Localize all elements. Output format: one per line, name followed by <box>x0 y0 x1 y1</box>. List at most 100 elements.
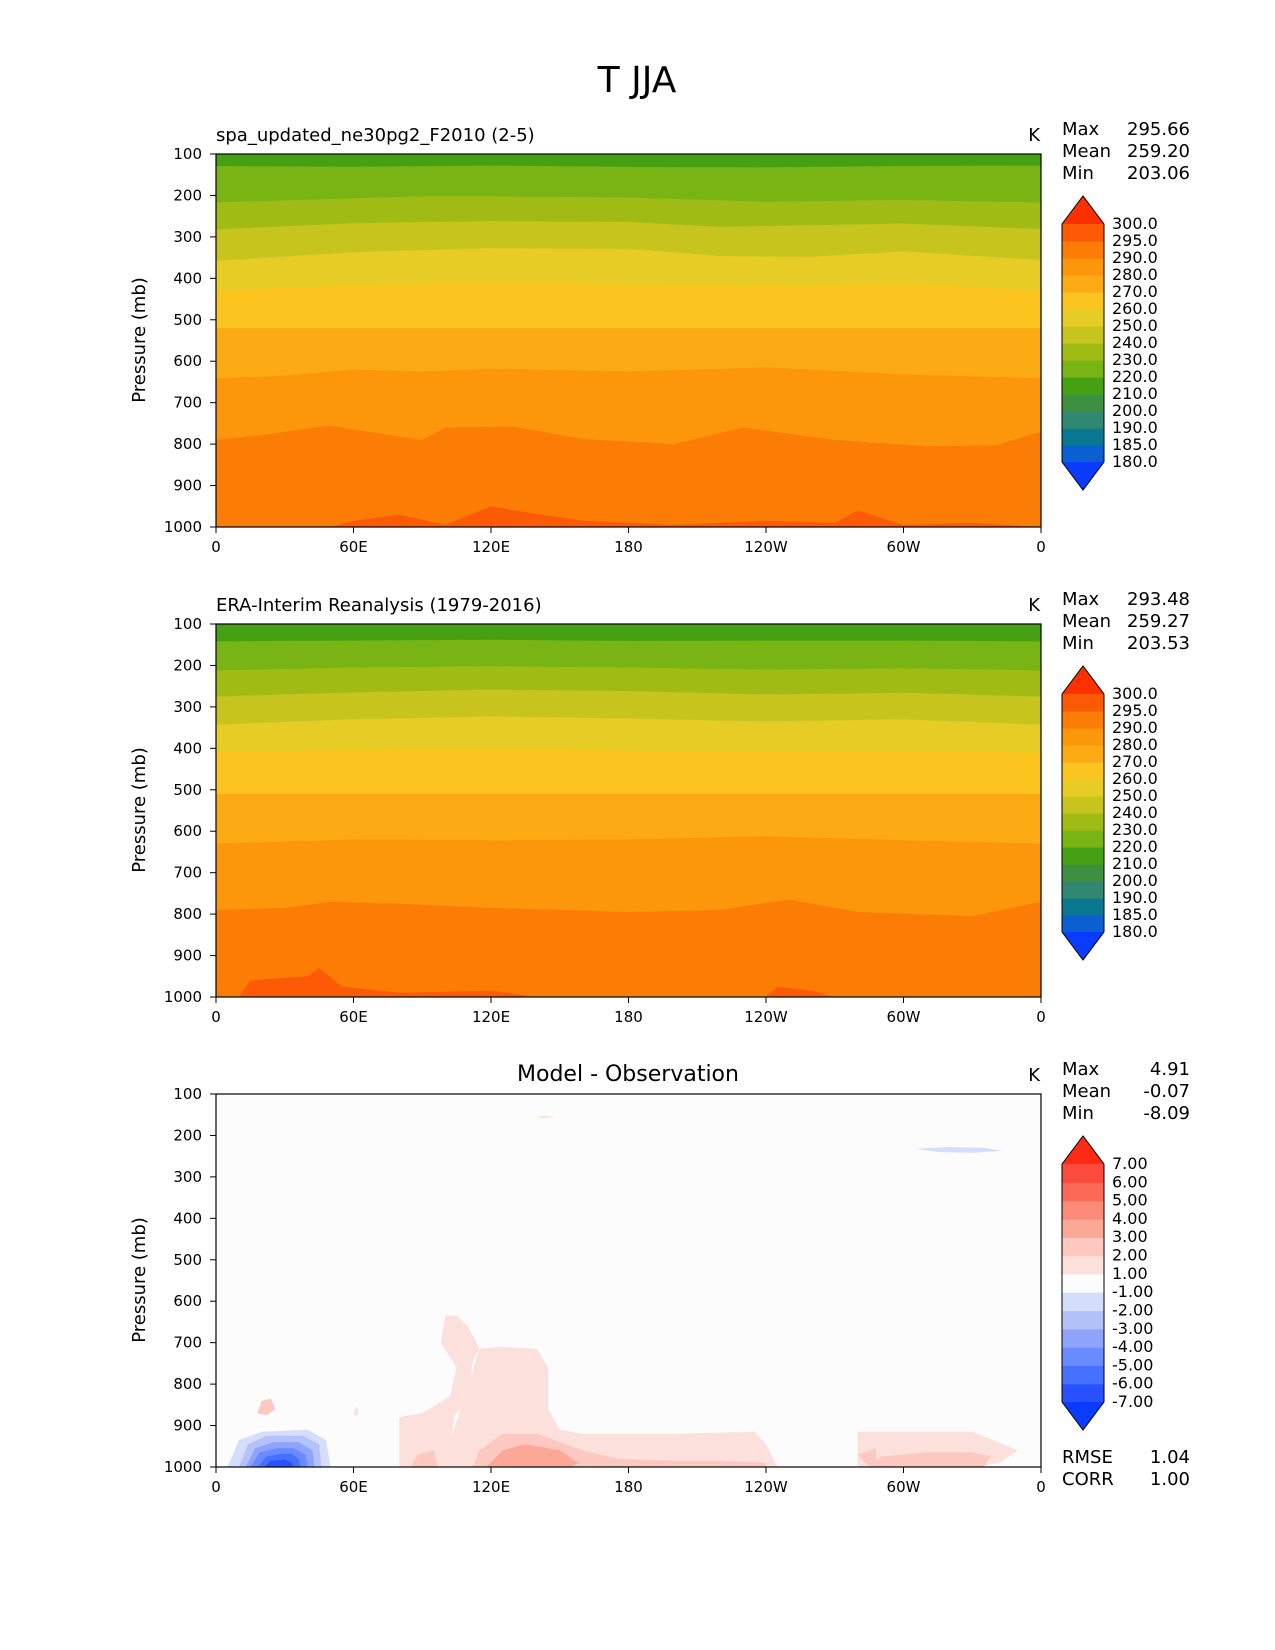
colorbar-swatch <box>1062 847 1104 865</box>
contour-region <box>257 1398 276 1416</box>
y-tick-label: 100 <box>173 1085 202 1103</box>
y-tick-label: 100 <box>173 615 202 633</box>
colorbar-swatch <box>1062 326 1104 344</box>
y-tick-label: 600 <box>173 352 202 370</box>
colorbar-label: -4.00 <box>1112 1337 1153 1356</box>
stat-mean-label: Mean <box>1062 611 1111 632</box>
contour-region <box>885 1361 890 1409</box>
colorbar-swatch <box>1062 1218 1104 1238</box>
colorbar-swatch <box>1062 1328 1104 1348</box>
colorbar-swatch <box>1062 881 1104 899</box>
y-tick-label: 500 <box>173 1251 202 1269</box>
colorbar-label: 220.0 <box>1112 837 1158 856</box>
stat-max-value: 293.48 <box>1127 589 1190 610</box>
colorbar-swatch <box>1062 796 1104 814</box>
y-tick-label: 900 <box>173 947 202 965</box>
colorbar-swatch <box>1062 445 1104 463</box>
panel-model: spa_updated_ne30pg2_F2010 (2-5) K 0 60E 12… <box>129 119 1190 556</box>
colorbar-label: 180.0 <box>1112 922 1158 941</box>
y-tick-label: 600 <box>173 822 202 840</box>
colorbar-label: -1.00 <box>1112 1282 1153 1301</box>
colorbar-outline <box>1061 195 1105 491</box>
y-tick-label: 100 <box>173 145 202 163</box>
stat-min-value: 203.53 <box>1127 633 1190 654</box>
y-tick-label: 400 <box>173 1209 202 1227</box>
colorbar-swatch <box>1062 864 1104 882</box>
colorbar-obs: 180.0185.0190.0200.0210.0220.0230.0240.0… <box>1061 665 1158 961</box>
y-tick-label: 1000 <box>164 988 202 1006</box>
contour-region <box>264 1459 294 1467</box>
x-tick-label: 60W <box>887 1478 921 1496</box>
x-tick-label: 0 <box>211 1478 221 1496</box>
stat-mean-value: 259.20 <box>1127 141 1190 162</box>
y-tick-label: 800 <box>173 1375 202 1393</box>
panel-model-title: spa_updated_ne30pg2_F2010 (2-5) <box>216 125 535 146</box>
x-axis-diff: 0 60E 120E 180 120W 60W 0 <box>211 1467 1046 1496</box>
colorbar-label: 6.00 <box>1112 1172 1148 1191</box>
colorbar-swatch <box>1062 275 1104 293</box>
x-tick-label: 60E <box>339 1478 368 1496</box>
colorbar-label: 210.0 <box>1112 854 1158 873</box>
colorbar-label: 260.0 <box>1112 769 1158 788</box>
colorbar-label: 200.0 <box>1112 401 1158 420</box>
y-tick-label: 800 <box>173 435 202 453</box>
colorbar-swatch <box>1062 1347 1104 1366</box>
colorbar-swatch <box>1062 224 1104 242</box>
colorbar-swatch <box>1062 813 1104 831</box>
x-axis-obs: 0 60E 120E 180 120W 60W 0 <box>211 997 1046 1026</box>
colorbar-label: 240.0 <box>1112 333 1158 352</box>
colorbar-label: 240.0 <box>1112 803 1158 822</box>
contour-region <box>857 1448 876 1467</box>
colorbar-swatch <box>1062 711 1104 729</box>
colorbar-label: 200.0 <box>1112 871 1158 890</box>
stat-corr-label: CORR <box>1062 1469 1114 1490</box>
stat-max-value: 4.91 <box>1150 1059 1190 1080</box>
x-tick-label: 0 <box>1036 1478 1046 1496</box>
colorbar-swatch <box>1062 377 1104 395</box>
y-tick-label: 300 <box>173 698 202 716</box>
colorbar-label: 260.0 <box>1112 299 1158 318</box>
colorbar-label: 190.0 <box>1112 888 1158 907</box>
colorbar-extend-min <box>1062 462 1104 490</box>
y-axis-model: 100 200 300 400 500 600 700 800 900 1000 <box>164 145 216 536</box>
colorbar-label: 280.0 <box>1112 265 1158 284</box>
colorbar-label: 4.00 <box>1112 1209 1148 1228</box>
colorbar-label: -5.00 <box>1112 1355 1153 1374</box>
stat-max-value: 295.66 <box>1127 119 1190 140</box>
stat-min-value: 203.06 <box>1127 163 1190 184</box>
colorbar-label: 250.0 <box>1112 786 1158 805</box>
colorbar-label: 1.00 <box>1112 1264 1148 1283</box>
stat-max-label: Max <box>1062 589 1100 610</box>
colorbar-swatch <box>1062 360 1104 378</box>
x-tick-label: 180 <box>614 538 643 556</box>
y-tick-label: 600 <box>173 1292 202 1310</box>
colorbar-swatch <box>1062 1237 1104 1257</box>
colorbar-swatch <box>1062 1383 1104 1403</box>
colorbar-swatch <box>1062 1164 1104 1183</box>
stats-obs: Max 293.48 Mean 259.27 Min 203.53 <box>1062 589 1190 654</box>
y-axis-diff: 100 200 300 400 500 600 700 800 900 1000 <box>164 1085 216 1476</box>
stats-diff: Max 4.91 Mean -0.07 Min -8.09 RMSE 1.04 … <box>1062 1059 1190 1490</box>
colorbar-label: 230.0 <box>1112 350 1158 369</box>
colorbar-label: 280.0 <box>1112 735 1158 754</box>
stat-rmse-label: RMSE <box>1062 1447 1113 1468</box>
colorbar-swatch <box>1062 1255 1104 1275</box>
x-tick-label: 60W <box>887 1008 921 1026</box>
contour-region <box>353 1406 359 1416</box>
colorbar-outline <box>1061 665 1105 961</box>
contour-region <box>915 1147 1002 1153</box>
panel-model-units: K <box>1028 125 1041 146</box>
colorbar-swatch <box>1062 915 1104 933</box>
contour-band <box>216 506 1041 527</box>
colorbar-label: 210.0 <box>1112 384 1158 403</box>
y-tick-label: 700 <box>173 394 202 412</box>
stat-max-label: Max <box>1062 1059 1100 1080</box>
colorbar-label: -2.00 <box>1112 1301 1153 1320</box>
colorbar-swatch <box>1062 241 1104 259</box>
contour-region <box>216 1135 306 1219</box>
contour-region <box>410 1450 439 1467</box>
colorbar-label: 270.0 <box>1112 282 1158 301</box>
colorbar-swatch <box>1062 309 1104 327</box>
colorbar-swatch <box>1062 728 1104 746</box>
